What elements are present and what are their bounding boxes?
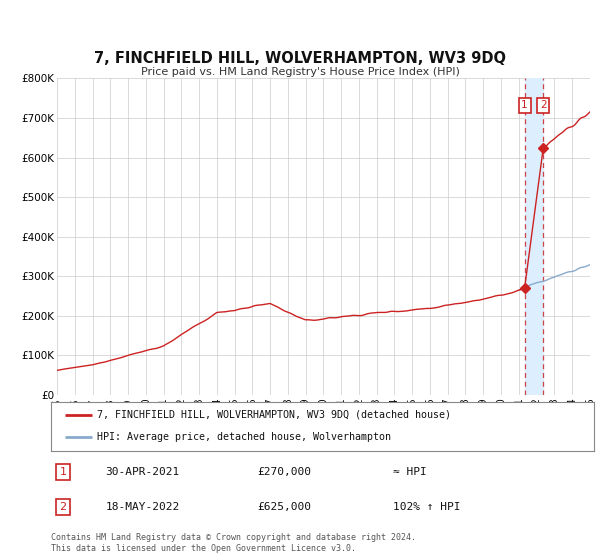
Text: 2: 2 [59, 502, 67, 512]
Text: 7, FINCHFIELD HILL, WOLVERHAMPTON, WV3 9DQ (detached house): 7, FINCHFIELD HILL, WOLVERHAMPTON, WV3 9… [97, 410, 451, 420]
Text: 1: 1 [59, 467, 67, 477]
Text: 1: 1 [521, 100, 528, 110]
Text: HPI: Average price, detached house, Wolverhampton: HPI: Average price, detached house, Wolv… [97, 432, 391, 442]
Text: Contains HM Land Registry data © Crown copyright and database right 2024.
This d: Contains HM Land Registry data © Crown c… [51, 533, 416, 553]
Text: Price paid vs. HM Land Registry's House Price Index (HPI): Price paid vs. HM Land Registry's House … [140, 67, 460, 77]
Bar [524, 78, 543, 395]
Text: 7, FINCHFIELD HILL, WOLVERHAMPTON, WV3 9DQ: 7, FINCHFIELD HILL, WOLVERHAMPTON, WV3 9… [94, 50, 506, 66]
Text: 30-APR-2021: 30-APR-2021 [106, 467, 179, 477]
Text: £270,000: £270,000 [257, 467, 311, 477]
Text: 102% ↑ HPI: 102% ↑ HPI [393, 502, 461, 512]
Text: £625,000: £625,000 [257, 502, 311, 512]
Text: 2: 2 [540, 100, 547, 110]
Text: 18-MAY-2022: 18-MAY-2022 [106, 502, 179, 512]
Text: ≈ HPI: ≈ HPI [393, 467, 427, 477]
